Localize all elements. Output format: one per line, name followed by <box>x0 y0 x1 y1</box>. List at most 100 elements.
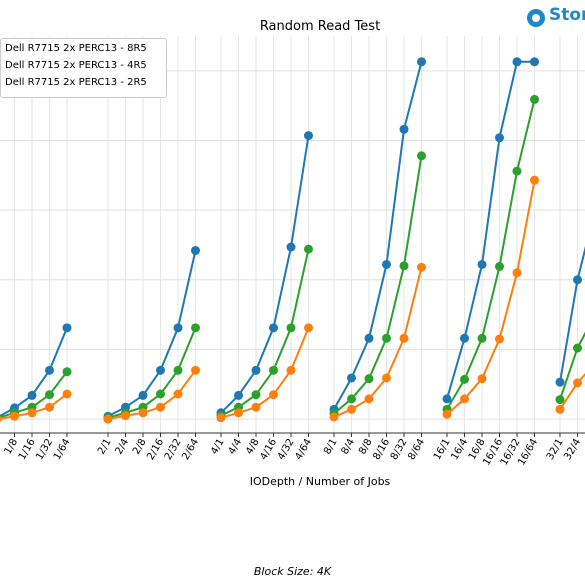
data-point <box>269 390 278 400</box>
storagereview-logo-icon <box>527 9 545 27</box>
data-point <box>304 323 313 333</box>
data-point <box>216 413 226 423</box>
x-tick-label: 32/1 <box>545 437 566 462</box>
x-tick-label: 8/4 <box>340 437 358 456</box>
data-point <box>417 262 426 272</box>
data-point <box>45 365 54 375</box>
x-tick-label: 4/4 <box>227 437 245 456</box>
x-tick-label: 4/16 <box>258 437 279 462</box>
data-point <box>555 395 565 405</box>
x-tick-label: 2/16 <box>145 437 166 462</box>
series-2 <box>0 175 585 424</box>
data-point <box>156 402 165 412</box>
data-point <box>530 175 539 185</box>
legend-item-8r5: Dell R7715 2x PERC13 - 8R5 <box>5 43 147 54</box>
data-point <box>304 131 313 141</box>
data-point <box>442 409 452 419</box>
series-line <box>446 60 535 400</box>
data-point <box>191 246 200 256</box>
data-point <box>399 333 409 343</box>
data-point <box>460 374 469 384</box>
x-tick-label: 8/64 <box>406 437 427 462</box>
x-tick-label: 4/32 <box>276 437 297 462</box>
data-point <box>173 389 183 399</box>
data-point <box>382 373 391 383</box>
legend-label-2r5: Dell R7715 2x PERC13 - 2R5 <box>5 77 147 88</box>
chart-title: Random Read Test <box>260 19 380 34</box>
data-point <box>234 408 243 418</box>
data-point <box>45 390 54 400</box>
data-point <box>173 365 183 375</box>
data-point <box>460 333 469 343</box>
x-tick-label: 1/16 <box>17 437 38 462</box>
x-tick-label: 16/4 <box>449 437 470 462</box>
series-line <box>333 61 423 410</box>
x-tick-label: 2/32 <box>163 437 184 462</box>
x-tick-label: 16/1 <box>432 437 453 462</box>
series-line <box>446 99 536 410</box>
data-point <box>573 378 582 388</box>
legend-item-4r5: Dell R7715 2x PERC13 - 4R5 <box>5 60 147 71</box>
data-point <box>269 323 278 333</box>
series-line <box>107 327 197 419</box>
data-point <box>382 259 391 269</box>
series-line <box>220 327 310 419</box>
data-point <box>347 394 356 404</box>
series-layer <box>0 57 585 424</box>
series-0 <box>0 57 585 422</box>
x-tick-label: 8/1 <box>322 437 340 456</box>
data-point <box>512 57 522 67</box>
data-point <box>382 333 391 343</box>
data-point <box>399 261 409 271</box>
data-point <box>27 390 37 400</box>
data-point <box>530 57 539 67</box>
data-point <box>399 124 409 134</box>
data-point <box>62 389 72 399</box>
x-axis-label: IODepth / Number of Jobs <box>250 475 391 488</box>
x-tick-label: 1/32 <box>34 437 55 462</box>
data-point <box>555 377 565 387</box>
data-point <box>477 333 487 343</box>
x-tick-label: 4/64 <box>293 437 314 462</box>
data-point <box>173 323 183 333</box>
data-point <box>251 365 261 375</box>
data-point <box>234 390 243 400</box>
data-point <box>156 365 165 375</box>
x-ticks: 1/81/161/321/64 2/1 2/4 2/82/162/322/64 4/1 4… <box>3 437 584 467</box>
data-point <box>364 374 374 384</box>
data-point <box>530 94 539 104</box>
data-point <box>0 415 2 423</box>
x-tick-label: 2/4 <box>114 437 132 456</box>
data-point <box>156 389 165 399</box>
data-point <box>286 242 296 252</box>
data-point <box>347 373 356 383</box>
data-point <box>477 259 487 269</box>
data-point <box>304 244 313 254</box>
x-tick-label: 4/1 <box>209 437 227 456</box>
data-point <box>460 394 469 404</box>
data-point <box>103 414 113 424</box>
data-point <box>512 268 522 278</box>
x-tick-label: 32/4 <box>562 437 583 462</box>
data-point <box>364 333 374 343</box>
data-point <box>286 323 296 333</box>
data-point <box>286 365 296 375</box>
data-point <box>27 408 37 418</box>
data-point <box>495 334 504 344</box>
data-point <box>10 411 19 421</box>
data-point <box>269 365 278 375</box>
data-point <box>251 402 261 412</box>
series-line <box>559 245 585 383</box>
data-point <box>62 323 72 333</box>
legend-label-8r5: Dell R7715 2x PERC13 - 8R5 <box>5 43 147 54</box>
x-tick-label: 2/1 <box>96 437 114 456</box>
brand-logo-text: Stor <box>549 5 585 25</box>
series-line <box>107 250 197 418</box>
data-point <box>512 166 522 176</box>
data-point <box>45 402 54 412</box>
data-point <box>347 404 356 414</box>
legend-item-2r5: Dell R7715 2x PERC13 - 2R5 <box>5 77 147 88</box>
data-point <box>417 57 426 67</box>
data-point <box>121 411 130 421</box>
data-point <box>364 394 374 404</box>
